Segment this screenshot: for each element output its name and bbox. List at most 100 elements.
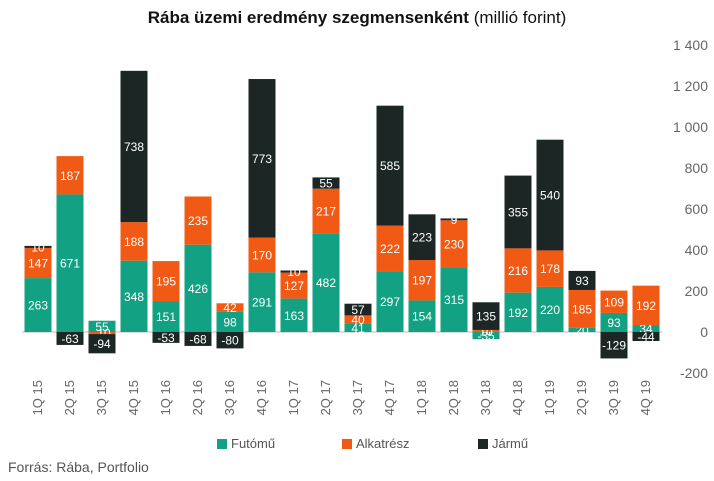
legend-item-jarmu: Jármű (478, 436, 528, 451)
chart-title-main: Rába üzemi eredmény szegmensenként (147, 8, 469, 27)
data-label-jarmu: 585 (380, 159, 400, 173)
bar-futomu (280, 298, 308, 332)
bar-futomu (88, 320, 116, 332)
y-tick-label: 0 (700, 324, 708, 340)
data-label-futomu: 482 (316, 276, 336, 290)
bar-alkatresz (440, 220, 468, 268)
x-tick-label: 4Q 19 (638, 380, 653, 415)
bar-jarmu (248, 79, 276, 238)
data-label-alkatresz: 40 (351, 313, 365, 327)
data-label-futomu: 98 (223, 315, 237, 329)
data-label-jarmu: -68 (189, 332, 207, 346)
data-label-jarmu: 355 (508, 205, 528, 219)
data-label-jarmu: -44 (637, 330, 655, 344)
bar-alkatresz (88, 332, 116, 335)
data-label-futomu: 297 (380, 295, 400, 309)
bar-alkatresz (376, 225, 404, 272)
data-label-jarmu: -80 (221, 334, 239, 348)
x-tick-label: 4Q 18 (510, 380, 525, 415)
source-note: Forrás: Rába, Portfolio (8, 459, 149, 475)
bar-futomu (376, 271, 404, 332)
data-label-alkatresz: 197 (412, 274, 432, 288)
data-label-alkatresz: 216 (508, 264, 528, 278)
x-tick-label: 2Q 16 (190, 380, 205, 415)
bar-alkatresz (312, 188, 340, 234)
bar-jarmu (408, 214, 436, 261)
data-label-alkatresz: 42 (223, 301, 237, 315)
data-label-futomu: 671 (60, 257, 80, 271)
bar-futomu (536, 286, 564, 332)
data-label-alkatresz: 188 (124, 235, 144, 249)
bar-futomu (120, 260, 148, 332)
data-label-jarmu: -94 (93, 337, 111, 351)
legend-swatch-futomu (217, 438, 227, 449)
x-tick-label: 1Q 17 (286, 380, 301, 415)
bar-futomu (184, 244, 212, 332)
bar-futomu (248, 272, 276, 332)
y-tick-label: 1 000 (673, 119, 708, 135)
bar-alkatresz (216, 303, 244, 312)
data-label-jarmu: 55 (319, 177, 333, 191)
data-label-alkatresz: 195 (156, 275, 176, 289)
data-label-alkatresz: 230 (444, 237, 464, 251)
x-tick-label: 3Q 17 (350, 380, 365, 415)
data-label-alkatresz: 235 (188, 214, 208, 228)
x-tick-label: 2Q 17 (318, 380, 333, 415)
x-tick-label: 1Q 15 (30, 380, 45, 415)
bar-futomu (24, 278, 52, 332)
bar-alkatresz (504, 248, 532, 293)
bar-alkatresz (408, 260, 436, 301)
data-label-jarmu: 93 (575, 274, 589, 288)
bar-alkatresz (184, 196, 212, 245)
data-label-jarmu: -53 (157, 331, 175, 345)
y-tick-label: 400 (685, 242, 709, 258)
x-tick-label: 3Q 15 (94, 380, 109, 415)
bar-alkatresz (24, 247, 52, 279)
data-label-alkatresz: 147 (28, 257, 48, 271)
x-tick-label: 1Q 19 (542, 380, 557, 415)
data-label-jarmu: 738 (124, 140, 144, 154)
x-tick-label: 2Q 15 (62, 380, 77, 415)
bar-jarmu (600, 332, 628, 359)
bar-futomu (632, 325, 660, 332)
x-tick-label: 3Q 19 (606, 380, 621, 415)
data-label-futomu: -35 (477, 329, 495, 343)
data-label-futomu: 263 (28, 299, 48, 313)
chart-legend: Futómű Alkatrész Jármű (0, 436, 714, 452)
bar-alkatresz (120, 222, 148, 261)
bar-alkatresz (56, 156, 84, 195)
y-tick-label: 1 400 (673, 37, 708, 53)
data-label-futomu: 220 (540, 303, 560, 317)
data-label-alkatresz: 222 (380, 242, 400, 256)
bar-jarmu (216, 332, 244, 349)
data-label-futomu: 93 (607, 316, 621, 330)
legend-swatch-alkatresz (342, 438, 352, 449)
y-tick-label: 1 200 (673, 78, 708, 94)
legend-label-futomu: Futómű (231, 436, 276, 451)
data-label-alkatresz: 192 (636, 299, 656, 313)
x-tick-label: 4Q 15 (126, 380, 141, 415)
data-label-futomu: 41 (351, 321, 365, 335)
bar-jarmu (152, 332, 180, 343)
y-tick-label: 200 (685, 283, 709, 299)
bar-jarmu (472, 302, 500, 330)
bar-alkatresz (536, 250, 564, 287)
legend-item-alkatresz: Alkatrész (342, 436, 409, 451)
data-label-jarmu: 9 (451, 213, 458, 227)
data-label-futomu: 315 (444, 293, 464, 307)
data-label-alkatresz: 109 (604, 295, 624, 309)
data-label-futomu: 426 (188, 282, 208, 296)
bar-futomu (56, 194, 84, 332)
data-label-jarmu: 10 (287, 265, 301, 279)
x-tick-label: 4Q 17 (382, 380, 397, 415)
bar-futomu (344, 323, 372, 332)
data-label-jarmu: -63 (61, 332, 79, 346)
data-label-jarmu: 223 (412, 231, 432, 245)
data-label-jarmu: 135 (476, 310, 496, 324)
legend-label-alkatresz: Alkatrész (356, 436, 410, 451)
bar-alkatresz (568, 289, 596, 328)
bar-alkatresz (600, 290, 628, 313)
bar-alkatresz (280, 272, 308, 299)
bar-jarmu (344, 303, 372, 316)
data-label-futomu: 291 (252, 296, 272, 310)
